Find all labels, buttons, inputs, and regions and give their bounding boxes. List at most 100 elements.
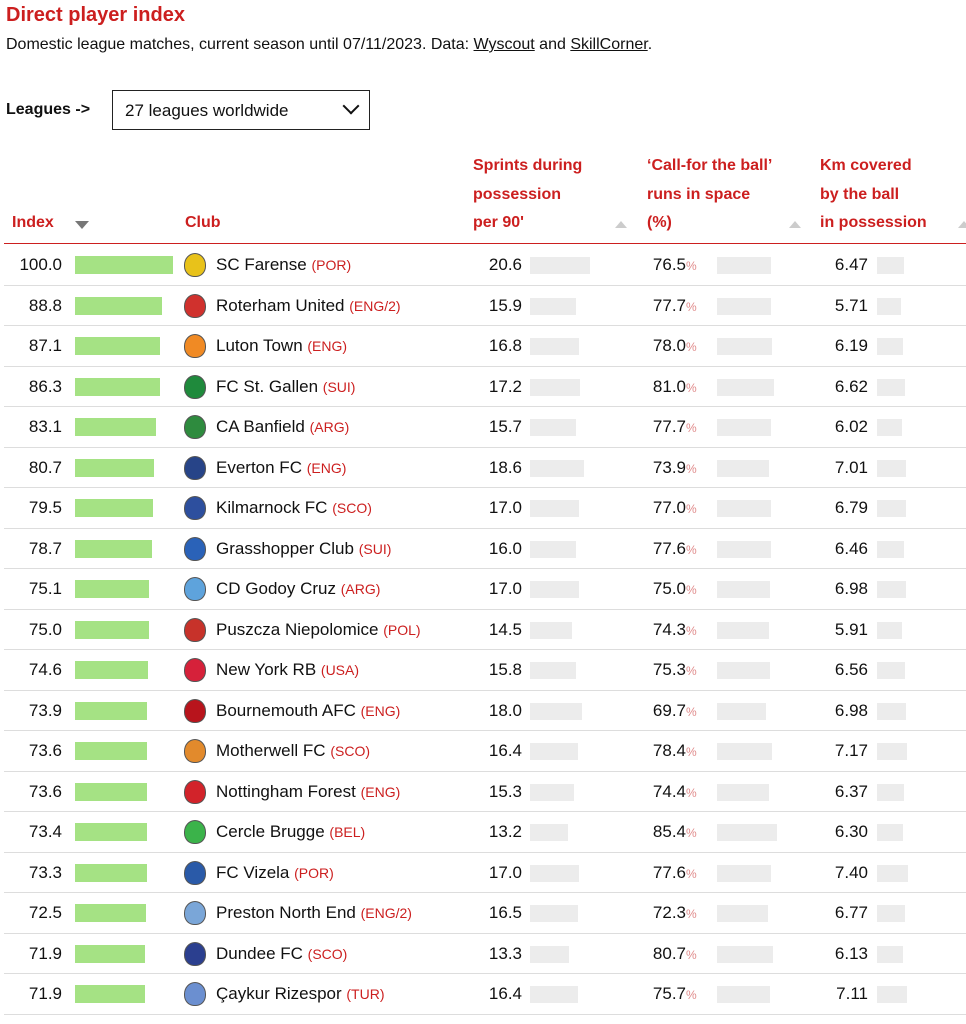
club-label: Grasshopper Club — [216, 538, 354, 558]
sort-desc-icon[interactable] — [75, 221, 89, 229]
club-name: Everton FC (ENG) — [216, 448, 346, 488]
wyscout-link[interactable]: Wyscout — [473, 36, 535, 53]
percent-sign: % — [686, 461, 697, 476]
index-value: 71.9 — [28, 984, 62, 1003]
header-runs[interactable]: ‘Call-for the ball’ runs in space (%) — [647, 152, 772, 238]
header-sprints-line2: possession — [473, 185, 562, 203]
km-bar — [877, 621, 902, 639]
table-row[interactable]: 74.6 New York RB (USA) 15.8 75.3% 6.56 — [4, 650, 966, 691]
club-name: Grasshopper Club (SUI) — [216, 529, 391, 569]
club-label: FC Vizela — [216, 862, 290, 882]
km-value: 7.11 — [836, 984, 868, 1003]
km-value: 6.98 — [834, 579, 868, 598]
index-value: 100.0 — [19, 255, 62, 274]
km-bar — [877, 945, 903, 963]
club-label: Cercle Brugge — [216, 822, 325, 841]
table-row[interactable]: 73.6 Nottingham Forest (ENG) 15.3 74.4% 6.37 — [4, 772, 966, 812]
runs-value: 74.3 — [652, 619, 686, 639]
percent-sign: % — [686, 380, 697, 395]
leagues-select[interactable]: 27 leagues worldwide — [112, 90, 370, 130]
header-index[interactable]: Index — [12, 214, 54, 231]
chevron-down-icon — [342, 97, 360, 115]
table-row[interactable]: 75.0 Puszcza Niepolomice (POL) 14.5 74.3% 5.… — [4, 610, 966, 650]
club-country: (SCO) — [330, 743, 370, 759]
km-value: 7.40 — [834, 862, 868, 882]
club-label: CA Banfield — [216, 417, 305, 436]
header-km[interactable]: Km covered by the ball in possession — [820, 152, 927, 238]
club-label: SC Farense — [216, 255, 307, 274]
sprints-value: 15.8 — [488, 660, 522, 679]
runs-value: 75.3 — [652, 660, 686, 679]
km-bar — [877, 824, 903, 841]
table-row[interactable]: 100.0 SC Farense (POR) 20.6 76.5% 6.47 — [4, 245, 966, 286]
runs-value: 85.4 — [652, 822, 686, 841]
km-bar — [877, 864, 908, 882]
percent-sign: % — [686, 704, 697, 719]
club-crest-icon — [184, 253, 206, 277]
km-value: 7.17 — [834, 741, 868, 760]
km-value: 6.02 — [834, 417, 868, 436]
table-row[interactable]: 80.7 Everton FC (ENG) 18.6 73.9% 7.01 — [4, 448, 966, 488]
sprints-value: 16.8 — [488, 336, 522, 355]
table-row[interactable]: 79.5 Kilmarnock FC (SCO) 17.0 77.0% 6.79 — [4, 488, 966, 529]
club-crest-icon — [184, 536, 206, 561]
club-name: Dundee FC (SCO) — [216, 934, 347, 974]
club-label: Roterham United — [216, 295, 345, 315]
table-row[interactable]: 78.7 Grasshopper Club (SUI) 16.0 77.6% 6.46 — [4, 529, 966, 569]
header-runs-line1: ‘Call-for the ball’ — [647, 157, 773, 174]
index-bar — [75, 904, 146, 922]
club-crest-icon — [184, 293, 206, 318]
table-row[interactable]: 88.8 Roterham United (ENG/2) 15.9 77.7% 5.71 — [4, 286, 966, 326]
club-crest-icon — [184, 658, 206, 682]
table-row[interactable]: 73.6 Motherwell FC (SCO) 16.4 78.4% 7.17 — [4, 731, 966, 772]
sprints-value: 20.6 — [488, 255, 522, 274]
km-bar — [877, 783, 904, 801]
sort-icon[interactable] — [615, 221, 627, 228]
index-value: 86.3 — [28, 376, 62, 396]
sprints-bar — [530, 945, 569, 963]
table-row[interactable]: 72.5 Preston North End (ENG/2) 16.5 72.3% 6.… — [4, 893, 966, 934]
index-bar — [75, 701, 147, 720]
sprints-bar — [530, 743, 578, 760]
sprints-bar — [530, 662, 576, 679]
runs-value: 72.3 — [652, 903, 686, 922]
club-name: FC St. Gallen (SUI) — [216, 367, 355, 407]
runs-value: 75.0 — [652, 579, 686, 598]
sort-icon[interactable] — [789, 221, 801, 228]
club-crest-icon — [184, 455, 206, 480]
runs-bar — [717, 581, 770, 598]
table-row[interactable]: 73.4 Cercle Brugge (BEL) 13.2 85.4% 6.30 — [4, 812, 966, 853]
runs-bar — [717, 419, 771, 436]
skillcorner-link[interactable]: SkillCorner — [570, 36, 648, 53]
table-row[interactable]: 73.3 FC Vizela (POR) 17.0 77.6% 7.40 — [4, 853, 966, 893]
sort-icon[interactable] — [958, 221, 966, 228]
club-country: (ENG) — [360, 702, 401, 719]
club-label: Nottingham Forest — [216, 781, 356, 801]
table-row[interactable]: 87.1 Luton Town (ENG) 16.8 78.0% 6.19 — [4, 326, 966, 367]
table-row[interactable]: 73.9 Bournemouth AFC (ENG) 18.0 69.7% 6.98 — [4, 691, 966, 731]
sprints-value: 15.9 — [488, 295, 522, 315]
km-bar — [877, 419, 902, 436]
header-club[interactable]: Club — [185, 214, 221, 231]
index-bar — [75, 863, 147, 882]
club-name: New York RB (USA) — [216, 650, 359, 690]
club-country: (POL) — [383, 621, 421, 638]
table-row[interactable]: 86.3 FC St. Gallen (SUI) 17.2 81.0% 6.62 — [4, 367, 966, 407]
table-row[interactable]: 71.9 Dundee FC (SCO) 13.3 80.7% 6.13 — [4, 934, 966, 974]
club-crest-icon — [184, 860, 206, 885]
km-bar — [877, 338, 903, 355]
table-row[interactable]: 71.9 Çaykur Rizespor (TUR) 16.4 75.7% 7.11 — [4, 974, 966, 1015]
km-value: 6.47 — [834, 255, 868, 274]
table-row[interactable]: 83.1 CA Banfield (ARG) 15.7 77.7% 6.02 — [4, 407, 966, 448]
sprints-bar — [530, 419, 576, 436]
club-country: (ENG/2) — [360, 905, 412, 921]
club-country: (SUI) — [358, 540, 392, 557]
club-country: (ARG) — [340, 581, 381, 597]
header-sprints[interactable]: Sprints during possession per 90' — [473, 152, 582, 238]
runs-bar — [717, 540, 771, 558]
table-row[interactable]: 75.1 CD Godoy Cruz (ARG) 17.0 75.0% 6.98 — [4, 569, 966, 610]
sprints-bar — [530, 540, 576, 558]
club-label: Everton FC — [216, 457, 302, 477]
club-crest-icon — [184, 982, 206, 1006]
runs-bar — [717, 743, 772, 760]
